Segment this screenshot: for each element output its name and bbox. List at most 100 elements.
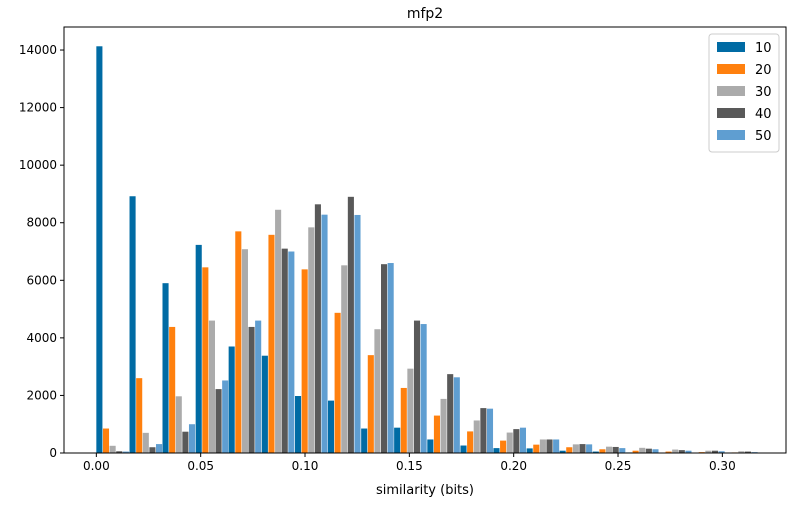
bar-series-30-bin-14 <box>573 444 579 453</box>
bar-series-50-bin-1 <box>156 444 162 453</box>
bar-series-50-bin-12 <box>520 428 526 453</box>
bar-series-50-bin-2 <box>189 424 195 453</box>
bar-series-20-bin-15 <box>599 449 605 453</box>
bar-series-30-bin-9 <box>407 369 413 453</box>
bar-series-40-bin-4 <box>249 327 255 453</box>
bar-series-40-bin-2 <box>182 432 188 453</box>
bar-series-20-bin-1 <box>136 378 142 453</box>
bar-series-40-bin-13 <box>546 439 552 453</box>
bar-series-50-bin-15 <box>619 448 625 453</box>
bar-series-20-bin-14 <box>566 447 572 453</box>
bar-series-20-bin-13 <box>533 445 539 453</box>
bar-series-20-bin-10 <box>434 416 440 453</box>
bar-series-40-bin-10 <box>447 374 453 453</box>
bar-series-20-bin-0 <box>103 429 109 453</box>
bar-series-30-bin-10 <box>441 399 447 453</box>
bar-series-50-bin-7 <box>354 215 360 453</box>
legend-label-40: 40 <box>755 107 772 122</box>
bar-series-30-bin-12 <box>507 433 513 453</box>
bar-series-30-bin-0 <box>110 446 116 453</box>
bar-series-10-bin-11 <box>460 446 466 453</box>
bar-series-10-bin-8 <box>361 429 367 453</box>
bar-series-10-bin-0 <box>96 46 102 453</box>
legend-swatch-30 <box>717 86 745 96</box>
bar-series-40-bin-7 <box>348 197 354 453</box>
bar-series-10-bin-13 <box>527 448 533 453</box>
bar-series-10-bin-6 <box>295 396 301 453</box>
bar-series-40-bin-9 <box>414 321 420 453</box>
bar-series-40-bin-12 <box>513 429 519 453</box>
legend-label-50: 50 <box>755 129 772 144</box>
x-tick-label: 0.25 <box>605 459 632 473</box>
bar-series-40-bin-3 <box>216 389 222 453</box>
bar-series-50-bin-10 <box>454 377 460 453</box>
bar-series-50-bin-5 <box>288 252 294 453</box>
bar-series-50-bin-9 <box>421 324 427 453</box>
bar-series-30-bin-5 <box>275 210 281 453</box>
bar-series-30-bin-13 <box>540 439 546 453</box>
bar-series-10-bin-3 <box>196 245 202 453</box>
bar-series-50-bin-14 <box>586 444 592 453</box>
bar-series-50-bin-11 <box>487 409 493 453</box>
x-tick-label: 0.15 <box>396 459 423 473</box>
x-tick-label: 0.20 <box>500 459 527 473</box>
bar-series-20-bin-12 <box>500 441 506 453</box>
bar-series-40-bin-16 <box>646 449 652 453</box>
bar-series-10-bin-7 <box>328 401 334 453</box>
y-tick-label: 10000 <box>19 158 57 172</box>
bar-series-20-bin-2 <box>169 327 175 453</box>
y-tick-label: 0 <box>49 446 57 460</box>
bar-series-40-bin-5 <box>282 249 288 453</box>
x-axis-label: similarity (bits) <box>376 483 474 498</box>
bar-series-50-bin-8 <box>388 263 394 453</box>
bar-series-30-bin-17 <box>672 450 678 453</box>
legend-label-20: 20 <box>755 63 772 78</box>
y-tick-label: 14000 <box>19 43 57 57</box>
bar-series-30-bin-1 <box>143 433 149 453</box>
y-tick-label: 6000 <box>26 273 57 287</box>
bar-series-20-bin-3 <box>202 267 208 453</box>
bar-series-20-bin-9 <box>401 388 407 453</box>
chart-title: mfp2 <box>407 6 443 22</box>
legend-label-30: 30 <box>755 85 772 100</box>
x-tick-label: 0.30 <box>709 459 736 473</box>
bar-series-40-bin-14 <box>579 444 585 453</box>
x-tick-label: 0.10 <box>292 459 319 473</box>
bar-series-10-bin-5 <box>262 356 268 453</box>
bar-series-40-bin-1 <box>149 447 155 453</box>
bar-series-40-bin-15 <box>613 447 619 453</box>
bar-series-10-bin-9 <box>394 428 400 453</box>
legend-swatch-10 <box>717 42 745 52</box>
legend-label-10: 10 <box>755 41 772 56</box>
legend-swatch-20 <box>717 64 745 74</box>
y-tick-label: 12000 <box>19 101 57 115</box>
bar-series-20-bin-6 <box>302 269 308 453</box>
bar-series-30-bin-16 <box>639 448 645 453</box>
x-tick-label: 0.00 <box>83 459 110 473</box>
bar-series-40-bin-6 <box>315 204 321 453</box>
bar-series-20-bin-7 <box>335 313 341 453</box>
y-tick-label: 2000 <box>26 388 57 402</box>
bars-group <box>96 46 757 453</box>
bar-series-20-bin-11 <box>467 431 473 453</box>
bar-series-50-bin-16 <box>652 449 658 453</box>
bar-series-30-bin-8 <box>374 329 380 453</box>
bar-series-50-bin-13 <box>553 439 559 453</box>
bar-series-10-bin-12 <box>493 448 499 453</box>
legend: 10 20 30 40 50 <box>709 34 779 152</box>
legend-swatch-50 <box>717 130 745 140</box>
bar-series-10-bin-4 <box>229 347 235 454</box>
bar-series-30-bin-15 <box>606 447 612 453</box>
bar-series-40-bin-8 <box>381 264 387 453</box>
bar-series-10-bin-10 <box>427 439 433 453</box>
legend-swatch-40 <box>717 108 745 118</box>
bar-series-30-bin-2 <box>176 396 182 453</box>
bar-series-30-bin-6 <box>308 227 314 453</box>
bar-series-30-bin-4 <box>242 249 248 453</box>
bar-series-10-bin-1 <box>130 196 136 453</box>
bar-series-50-bin-6 <box>321 215 327 453</box>
bar-series-40-bin-11 <box>480 408 486 453</box>
